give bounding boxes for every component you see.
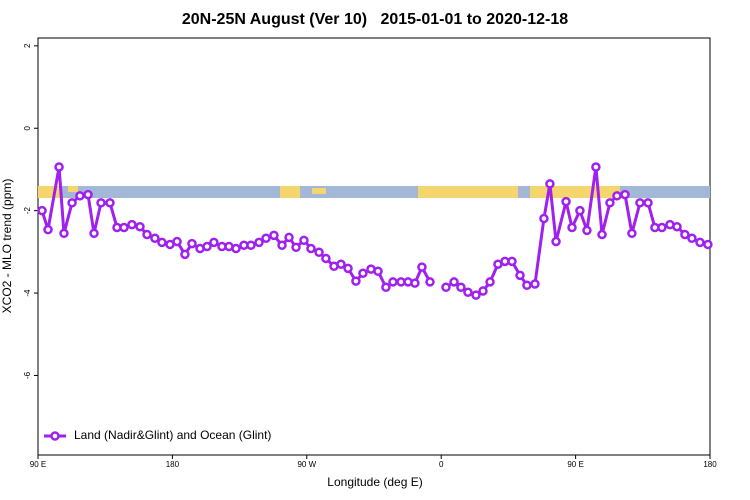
data-point	[150, 233, 160, 244]
data-point	[231, 243, 241, 254]
data-point	[209, 237, 219, 248]
data-point	[456, 282, 466, 293]
data-point	[343, 263, 353, 274]
x-tick-label: 180	[703, 460, 717, 469]
data-point	[269, 230, 279, 241]
data-point	[135, 221, 145, 232]
data-point	[284, 232, 294, 243]
x-tick-label: 90 E	[30, 460, 46, 469]
data-point	[582, 225, 592, 236]
data-point	[485, 277, 495, 287]
y-tick-label: -4	[23, 289, 32, 297]
data-point	[643, 198, 653, 208]
data-point	[567, 222, 577, 233]
data-point	[471, 290, 481, 300]
x-tick-label: 90 E	[567, 460, 583, 469]
data-point	[254, 237, 264, 248]
data-point	[381, 282, 391, 293]
data-point	[83, 189, 93, 200]
data-point	[336, 259, 346, 269]
x-tick-label: 90 W	[297, 460, 316, 469]
data-point	[597, 229, 607, 240]
y-axis-label: XCO2 - MLO trend (ppm)	[0, 179, 14, 314]
data-point	[321, 253, 331, 264]
data-point	[620, 189, 630, 200]
data-point	[373, 266, 383, 276]
legend-marker	[50, 431, 60, 441]
data-point	[463, 287, 473, 297]
y-tick-label: -6	[23, 371, 32, 379]
data-point	[37, 205, 47, 216]
data-point	[417, 262, 427, 272]
data-point	[551, 236, 561, 247]
data-point	[261, 233, 271, 244]
data-point	[703, 239, 713, 250]
data-point	[605, 198, 615, 208]
data-point	[575, 205, 585, 216]
data-point	[635, 198, 645, 208]
data-point	[507, 256, 517, 267]
data-point	[67, 198, 77, 208]
data-point	[530, 279, 540, 289]
plot-frame	[37, 37, 711, 456]
x-tick-label: 0	[439, 460, 444, 469]
data-point	[306, 243, 316, 254]
map-strip	[38, 186, 710, 198]
data-point	[157, 237, 167, 248]
data-point	[561, 196, 571, 207]
data-point	[695, 237, 705, 248]
y-tick-label: -2	[23, 207, 32, 215]
data-point	[627, 228, 637, 239]
data-point	[246, 240, 256, 251]
data-point	[687, 233, 697, 244]
data-point	[119, 222, 129, 233]
data-point	[515, 270, 525, 281]
data-point	[351, 276, 361, 286]
data-point	[672, 221, 682, 232]
data-point	[180, 249, 190, 260]
data-point	[105, 198, 115, 208]
data-point	[277, 240, 287, 251]
data-point	[441, 282, 451, 293]
y-tick-label: 2	[23, 43, 32, 48]
data-point	[291, 242, 301, 253]
data-point	[54, 162, 64, 172]
data-point	[545, 179, 555, 189]
data-point	[202, 241, 212, 252]
data-point	[96, 198, 106, 208]
data-point	[127, 219, 137, 230]
data-point	[657, 222, 667, 233]
x-axis-label: Longitude (deg E)	[327, 475, 422, 489]
data-point	[89, 228, 99, 239]
data-point	[43, 224, 53, 235]
data-point	[680, 229, 690, 240]
data-point	[59, 228, 69, 239]
y-tick-label: 0	[23, 125, 32, 130]
data-point	[299, 235, 309, 246]
data-point	[142, 229, 152, 240]
data-point	[478, 286, 488, 296]
data-point	[612, 191, 622, 201]
legend-label: Land (Nadir&Glint) and Ocean (Glint)	[74, 428, 271, 442]
data-point	[410, 278, 420, 288]
data-point	[172, 236, 182, 247]
data-point	[449, 277, 459, 287]
x-tick-label: 180	[166, 460, 180, 469]
data-point	[358, 268, 368, 279]
data-point	[539, 213, 549, 224]
chart-title: 20N-25N August (Ver 10) 2015-01-01 to 20…	[182, 11, 568, 28]
data-point	[314, 247, 324, 258]
data-point	[75, 191, 85, 201]
data-point	[591, 162, 601, 172]
data-point	[187, 238, 197, 249]
data-point	[425, 277, 435, 287]
data-point	[388, 277, 398, 287]
data-point	[522, 280, 532, 290]
